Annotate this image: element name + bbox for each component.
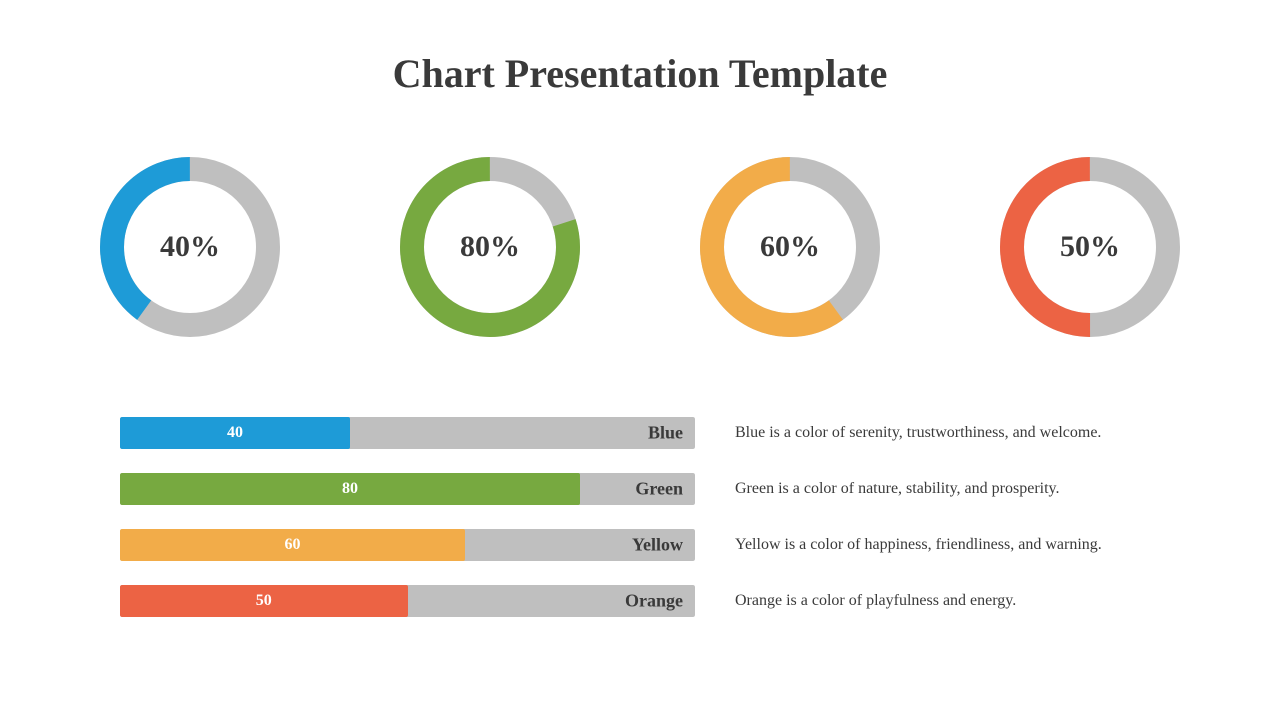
bars-column: 40 Blue 80 Green 60 Yellow: [120, 417, 695, 617]
bar-value-label: 40: [227, 424, 243, 442]
donut-chart: 40%: [100, 157, 280, 337]
bar-fill: 50: [120, 585, 408, 617]
bar-fill: 80: [120, 473, 580, 505]
donut-chart: 80%: [400, 157, 580, 337]
donut-percent-label: 50%: [1060, 230, 1120, 264]
bars-section: 40 Blue 80 Green 60 Yellow: [80, 417, 1200, 617]
bar-name-label: Blue: [648, 423, 683, 444]
bar-fill: 60: [120, 529, 465, 561]
donut-chart: 50%: [1000, 157, 1180, 337]
donut-percent-label: 40%: [160, 230, 220, 264]
color-description: Green is a color of nature, stability, a…: [735, 473, 1160, 505]
bar-name-label: Orange: [625, 591, 683, 612]
color-description: Blue is a color of serenity, trustworthi…: [735, 417, 1160, 449]
slide: Chart Presentation Template 40% 80% 60% …: [0, 0, 1280, 720]
color-description: Orange is a color of playfulness and ene…: [735, 585, 1160, 617]
donut-row: 40% 80% 60% 50%: [80, 157, 1200, 337]
bar-name-label: Green: [635, 479, 683, 500]
donut-percent-label: 60%: [760, 230, 820, 264]
donut-chart: 60%: [700, 157, 880, 337]
bar-value-label: 50: [256, 592, 272, 610]
bar-row: 50 Orange: [120, 585, 695, 617]
donut-percent-label: 80%: [460, 230, 520, 264]
bar-row: 80 Green: [120, 473, 695, 505]
bar-row: 40 Blue: [120, 417, 695, 449]
page-title: Chart Presentation Template: [80, 50, 1200, 97]
bar-value-label: 60: [285, 536, 301, 554]
bar-row: 60 Yellow: [120, 529, 695, 561]
bar-name-label: Yellow: [632, 535, 683, 556]
bar-fill: 40: [120, 417, 350, 449]
color-description: Yellow is a color of happiness, friendli…: [735, 529, 1160, 561]
descriptions-column: Blue is a color of serenity, trustworthi…: [735, 417, 1160, 617]
bar-value-label: 80: [342, 480, 358, 498]
